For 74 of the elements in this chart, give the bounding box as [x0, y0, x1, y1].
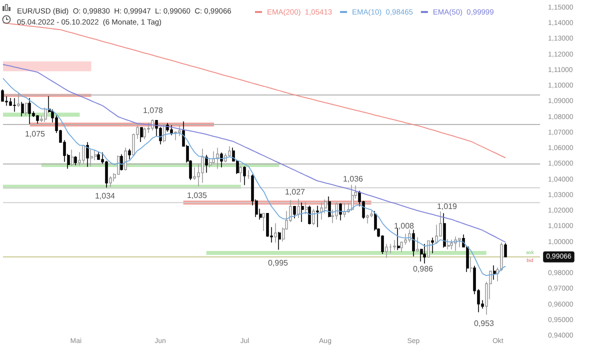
candlestick	[335, 202, 338, 220]
candlestick	[90, 149, 93, 167]
candlestick	[385, 243, 388, 258]
candlestick	[412, 229, 415, 257]
candlestick	[97, 152, 100, 160]
candlestick	[74, 156, 77, 166]
candlestick	[393, 240, 396, 250]
candlestick	[458, 238, 461, 248]
candlestick	[21, 101, 24, 117]
candlestick	[316, 205, 319, 228]
candlestick	[343, 202, 346, 218]
candlestick	[308, 205, 311, 225]
candlestick	[293, 206, 296, 219]
annotation: 1,034	[94, 192, 116, 201]
line-series	[2, 78, 506, 276]
annotation: 1,036	[342, 174, 364, 184]
candlestick	[443, 212, 446, 248]
candlestick	[493, 265, 496, 280]
candlestick	[44, 107, 47, 122]
candlestick	[389, 243, 392, 254]
candlestick	[450, 239, 453, 250]
annotation: 0,986	[412, 264, 434, 274]
candlestick	[339, 202, 342, 221]
candlestick	[320, 202, 323, 220]
candlestick	[423, 243, 426, 264]
candlestick	[297, 198, 300, 218]
candlestick	[366, 214, 369, 224]
candlestick	[143, 127, 146, 140]
candlestick	[25, 102, 28, 116]
candlestick	[420, 248, 423, 262]
candlestick	[431, 237, 434, 254]
candlestick	[13, 98, 16, 112]
candlestick	[470, 256, 473, 273]
candlestick	[86, 142, 89, 168]
candlestick	[36, 114, 39, 124]
annotation: 1,027	[284, 188, 306, 197]
candlestick	[504, 242, 507, 258]
candlestick	[212, 150, 215, 164]
candlestick	[205, 154, 208, 174]
candlestick	[247, 170, 250, 180]
candlestick	[274, 222, 277, 243]
annotation: 1,019	[436, 202, 458, 212]
candlestick	[351, 184, 354, 212]
candlestick	[170, 124, 173, 136]
annotation: 1,008	[394, 221, 415, 230]
annotation: 0,995	[268, 258, 289, 268]
annotation: 1,075	[24, 130, 46, 139]
candlestick	[312, 208, 315, 226]
candlestick	[82, 144, 85, 164]
candlestick	[278, 231, 281, 250]
candlestick	[109, 176, 112, 188]
annotation: 1,035	[186, 191, 208, 200]
annotation: 1,078	[142, 106, 164, 115]
candlestick	[201, 148, 204, 184]
candlestick	[305, 202, 308, 215]
line-series	[2, 64, 506, 243]
candlestick	[447, 238, 450, 250]
candlestick	[397, 228, 400, 250]
candlestick	[28, 98, 31, 124]
candlestick	[128, 148, 131, 160]
candlestick	[301, 202, 304, 222]
candlestick	[124, 147, 127, 171]
candlestick	[243, 166, 246, 186]
candlestick	[416, 236, 419, 252]
candlestick	[140, 126, 143, 142]
annotation: 0,953	[474, 319, 495, 328]
candlestick	[328, 196, 331, 218]
candlestick	[427, 240, 430, 258]
candlestick	[262, 212, 265, 232]
candlestick	[178, 125, 181, 136]
candlestick	[239, 166, 242, 183]
candlestick	[1, 88, 4, 102]
candlestick	[71, 149, 74, 166]
candlestick	[17, 93, 20, 108]
